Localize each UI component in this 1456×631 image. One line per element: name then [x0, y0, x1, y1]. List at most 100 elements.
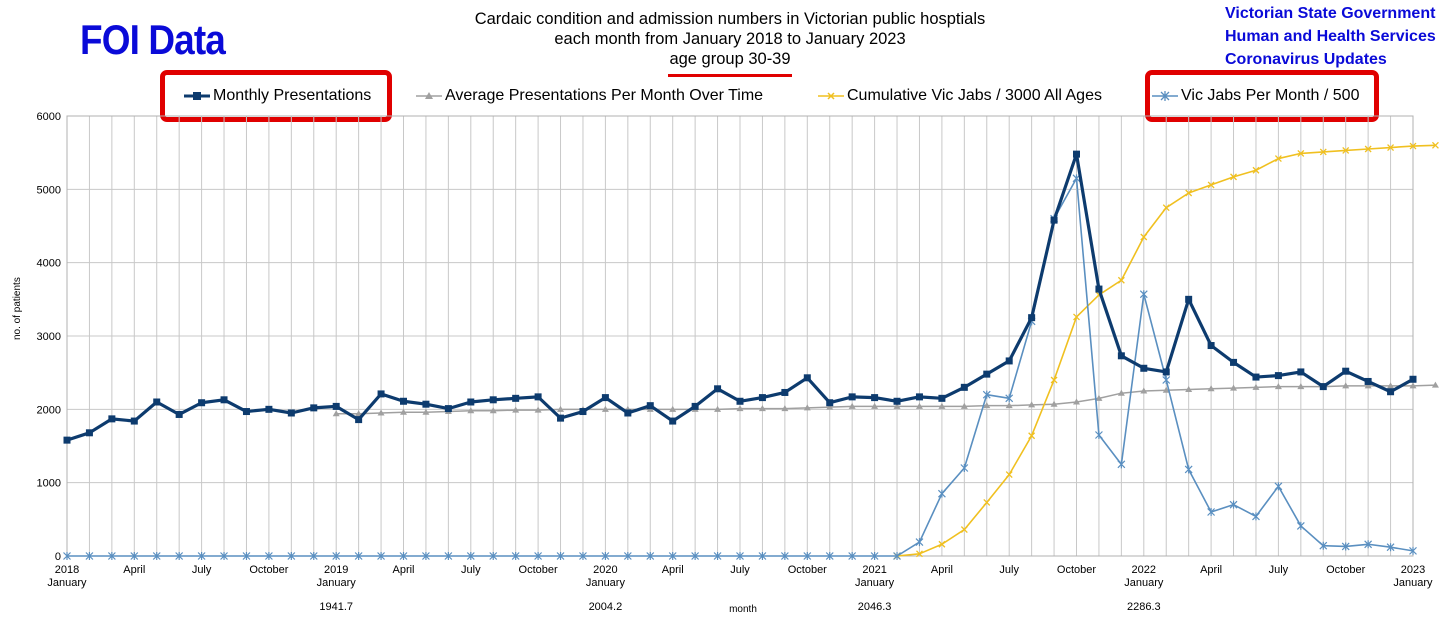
- data-point-square: [355, 416, 363, 424]
- data-point-square: [1207, 342, 1215, 350]
- data-point-x: [1230, 173, 1237, 181]
- x-tick-label: 2021: [862, 564, 886, 576]
- x-tick-label: July: [730, 564, 750, 576]
- data-point-star: [556, 552, 565, 560]
- data-point-square: [1185, 295, 1193, 303]
- data-point-square: [803, 374, 811, 382]
- data-point-star: [107, 552, 116, 560]
- legend-highlight-monthly: [160, 70, 392, 122]
- data-point-star: [803, 552, 812, 560]
- legend-label-monthly: Monthly Presentations: [213, 87, 372, 104]
- data-point-x: [1140, 233, 1148, 241]
- chart-title-line-3: age group 30-39: [669, 50, 791, 68]
- data-point-triangle: [1342, 382, 1350, 389]
- data-point-star: [758, 552, 767, 560]
- data-point-star: [825, 552, 834, 560]
- data-point-square: [1162, 368, 1170, 376]
- x-tick-label: 2019: [324, 564, 348, 576]
- data-point-x: [1028, 432, 1036, 440]
- data-point-star: [780, 552, 789, 560]
- x-tick-label: 2018: [55, 564, 79, 576]
- data-point-square: [467, 398, 475, 406]
- data-point-square: [1073, 150, 1080, 158]
- data-point-star: [601, 552, 610, 560]
- series-cumulative-vic-jabs-3000-all-ages: [893, 141, 1439, 560]
- x-tick-label: April: [123, 564, 145, 576]
- data-point-triangle: [1185, 386, 1193, 393]
- data-point-square: [1297, 368, 1305, 376]
- data-point-star: [937, 489, 946, 498]
- data-point-star: [1409, 546, 1417, 555]
- data-point-square: [601, 394, 609, 402]
- data-point-square: [893, 397, 901, 405]
- legend-triangle-marker-icon: [416, 92, 442, 99]
- data-point-star: [1319, 541, 1328, 550]
- average-annotation: 2046.3: [858, 601, 892, 613]
- data-point-square: [512, 394, 520, 402]
- data-point-square: [265, 405, 273, 413]
- data-point-triangle: [534, 406, 542, 413]
- legend-star-marker-icon: [1152, 91, 1178, 101]
- data-point-triangle: [893, 402, 901, 409]
- data-point-star: [220, 552, 228, 560]
- data-point-square: [1230, 358, 1238, 366]
- y-tick-label: 4000: [37, 258, 61, 270]
- chart-title-line-2: each month from January 2018 to January …: [554, 30, 906, 48]
- data-point-star: [668, 552, 677, 560]
- legend-item-jabs: Vic Jabs Per Month / 500: [1152, 82, 1359, 110]
- data-point-square: [871, 394, 879, 402]
- data-point-star: [444, 552, 453, 560]
- data-point-square: [130, 417, 138, 425]
- x-tick-label: April: [1200, 564, 1222, 576]
- data-point-square: [1028, 314, 1036, 322]
- data-point-x: [1274, 155, 1282, 162]
- data-point-triangle: [1073, 398, 1080, 405]
- data-point-square: [400, 397, 407, 405]
- x-tick-label: January: [317, 577, 357, 589]
- data-point-square: [175, 410, 183, 418]
- data-point-star: [63, 552, 71, 560]
- data-point-star: [309, 552, 318, 560]
- data-point-square: [1364, 377, 1372, 385]
- data-point-triangle: [1274, 383, 1282, 390]
- data-point-square: [1095, 285, 1103, 293]
- legend-item-monthly: Monthly Presentations: [184, 82, 371, 110]
- data-point-square: [938, 394, 946, 402]
- data-point-triangle: [803, 404, 811, 411]
- data-point-square: [960, 383, 968, 391]
- y-tick-label: 2000: [37, 404, 61, 416]
- data-point-triangle: [983, 402, 991, 409]
- data-point-triangle: [332, 410, 340, 417]
- data-point-square: [983, 370, 991, 378]
- data-point-square: [422, 400, 430, 408]
- data-point-square: [242, 408, 250, 416]
- data-point-star: [1341, 542, 1350, 551]
- data-point-square: [579, 408, 587, 416]
- series-monthly-presentations: [63, 150, 1417, 444]
- data-point-star: [870, 552, 879, 560]
- data-point-x: [1207, 181, 1215, 189]
- data-point-square: [826, 399, 834, 407]
- data-point-star: [736, 552, 744, 560]
- data-point-triangle: [1162, 386, 1170, 393]
- data-point-star: [1162, 376, 1171, 384]
- data-point-square: [1140, 364, 1148, 372]
- data-point-star: [264, 552, 273, 560]
- data-point-triangle: [848, 402, 856, 409]
- source-line-3: Coronavirus Updates: [1225, 51, 1387, 68]
- data-point-star: [915, 538, 924, 547]
- data-point-triangle: [1364, 382, 1372, 389]
- data-point-square: [1005, 357, 1013, 365]
- data-point-square: [444, 405, 452, 413]
- data-point-square: [332, 402, 340, 410]
- data-point-triangle: [960, 402, 968, 409]
- data-point-x: [1117, 276, 1125, 284]
- data-point-square: [1387, 388, 1395, 396]
- data-point-triangle: [1409, 382, 1417, 389]
- data-point-square: [1050, 216, 1058, 224]
- y-tick-label: 6000: [37, 111, 61, 123]
- data-point-triangle: [1028, 401, 1036, 408]
- data-point-star: [1139, 290, 1148, 299]
- data-point-square: [287, 409, 295, 417]
